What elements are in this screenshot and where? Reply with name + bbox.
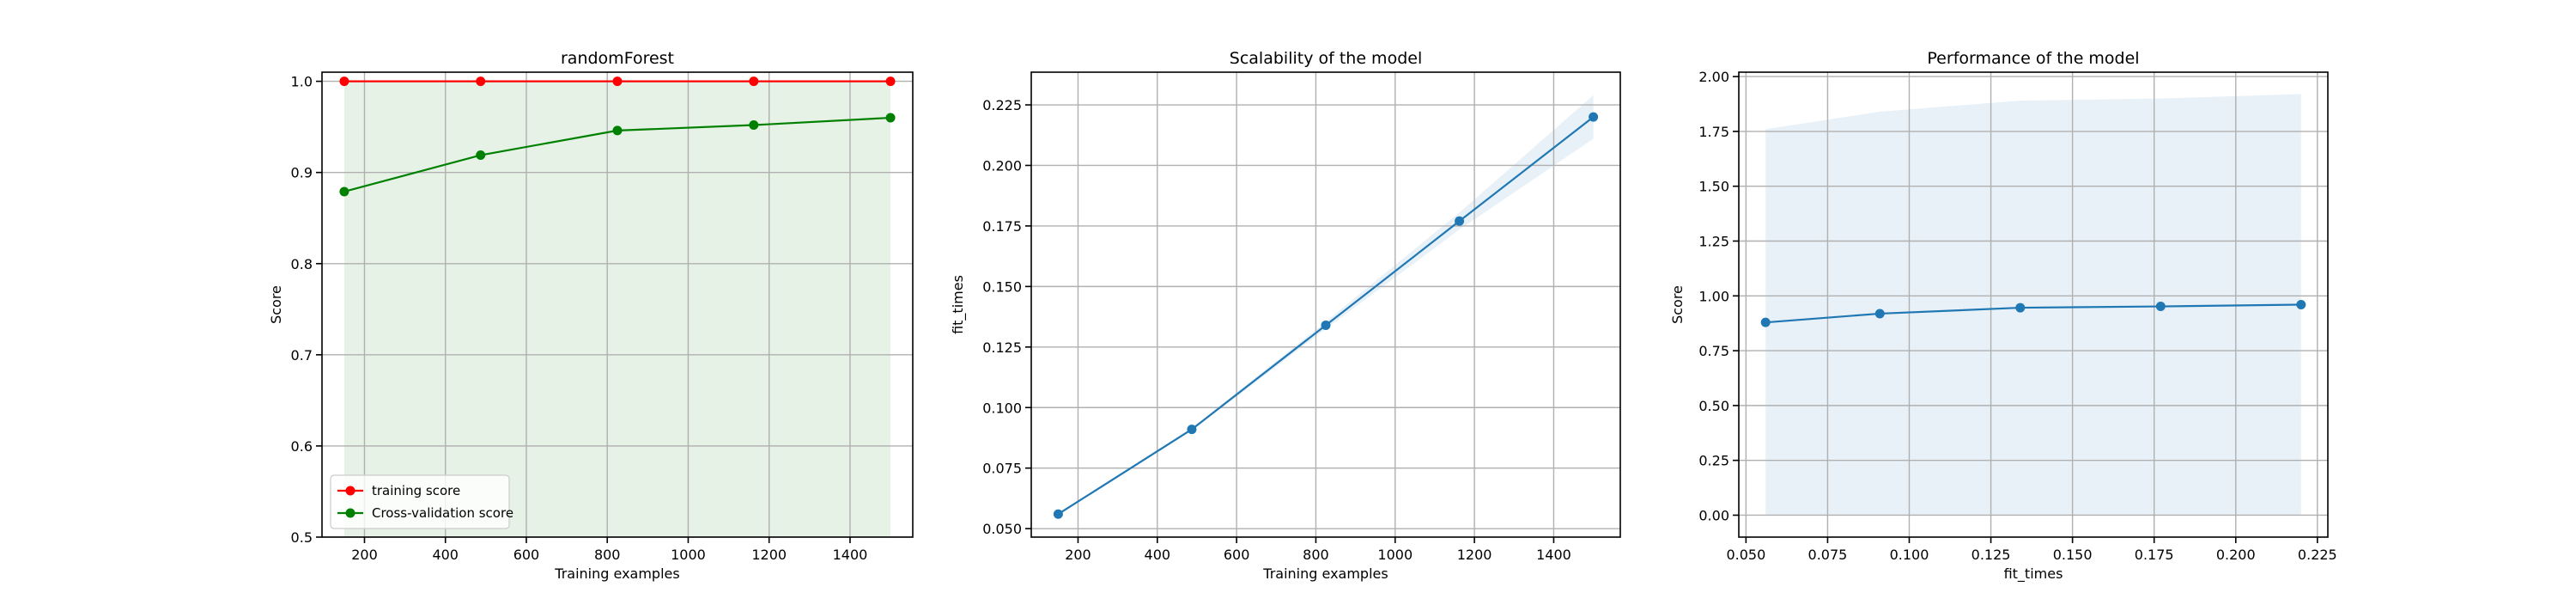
x-tick-label: 0.225	[2298, 547, 2337, 563]
x-axis-label: Training examples	[554, 565, 679, 582]
chart-title: Performance of the model	[1927, 49, 2139, 68]
band-cross-validation-score	[343, 81, 891, 537]
y-tick-label: 0.00	[1698, 507, 1729, 523]
point-cross-validation-score	[612, 125, 623, 136]
point-series-0	[1760, 317, 1771, 327]
y-tick-label: 1.0	[291, 74, 313, 90]
y-tick-label: 0.125	[982, 339, 1022, 356]
x-tick-label: 1200	[1457, 547, 1492, 563]
y-tick-label: 1.75	[1698, 124, 1729, 140]
y-tick-label: 0.9	[291, 165, 313, 181]
chart-title: Scalability of the model	[1230, 49, 1422, 68]
plot-area	[322, 72, 913, 537]
legend-label-cross-validation-score: Cross-validation score	[372, 505, 513, 521]
y-tick-label: 0.6	[291, 438, 313, 455]
point-training-score	[339, 76, 349, 87]
x-tick-label: 800	[1303, 547, 1329, 563]
x-tick-label: 1400	[1536, 547, 1571, 563]
x-tick-label: 400	[432, 547, 459, 563]
y-tick-label: 0.7	[291, 347, 313, 364]
y-tick-label: 0.150	[982, 278, 1022, 295]
point-cross-validation-score	[885, 113, 896, 123]
x-tick-label: 800	[594, 547, 621, 563]
y-tick-label: 0.25	[1698, 453, 1729, 469]
axes-frame	[1738, 71, 2329, 538]
legend-frame	[330, 474, 510, 529]
y-tick-label: 2.00	[1698, 69, 1729, 85]
chart-title: randomForest	[561, 49, 674, 68]
y-tick-label: 1.00	[1698, 288, 1729, 304]
x-tick-label: 0.075	[1808, 547, 1848, 563]
point-training-score	[749, 76, 759, 87]
y-tick-label: 1.50	[1698, 179, 1729, 195]
y-axis-label: Score	[268, 285, 284, 324]
point-series-0	[1874, 309, 1885, 319]
x-tick-label: 600	[1224, 547, 1250, 563]
point-series-0	[1053, 509, 1063, 519]
plot-area	[1739, 72, 2328, 537]
chart-performance: 0.050 0.075 0.100 0.125 0.150 0.175 0.200 0.225…	[1669, 49, 2337, 583]
axes-frame	[1030, 71, 1621, 538]
y-tick-label: 0.050	[982, 521, 1022, 537]
point-training-score	[612, 76, 623, 87]
band-series-0	[1058, 95, 1594, 516]
x-tick-label: 400	[1145, 547, 1171, 563]
chart-scalability: 200 400 600 800 1000 1200 1400 0.050 0.075 0.100 0…	[950, 49, 1621, 582]
x-tick-label: 200	[351, 547, 378, 563]
plot-area	[1031, 72, 1620, 537]
y-tick-label: 0.50	[1698, 398, 1729, 414]
chart-random-forest: 200 400 600 800 1000 1200 1400 0.5 0.6 0.7 0.8 0.9 1…	[268, 49, 914, 582]
x-tick-label: 0.150	[2053, 547, 2093, 563]
y-tick-label: 0.75	[1698, 343, 1729, 359]
x-axis-label: Training examples	[1262, 565, 1388, 582]
legend-marker-cross-validation-score	[345, 508, 355, 518]
x-tick-label: 1000	[1377, 547, 1413, 563]
legend: training score Cross-validation score	[330, 474, 513, 529]
y-tick-label: 0.8	[291, 256, 313, 272]
point-cross-validation-score	[749, 120, 759, 131]
y-tick-label: 0.200	[982, 157, 1022, 174]
x-tick-label: 1200	[751, 547, 787, 563]
legend-label-training-score: training score	[372, 483, 460, 498]
x-tick-label: 1000	[671, 547, 706, 563]
point-training-score	[885, 76, 896, 87]
x-tick-label: 0.200	[2216, 547, 2256, 563]
y-tick-label: 0.075	[982, 461, 1022, 477]
x-tick-label: 0.175	[2135, 547, 2174, 563]
y-axis-label: fit_times	[950, 275, 967, 334]
point-series-0	[1321, 320, 1331, 330]
x-tick-label: 0.125	[1971, 547, 2011, 563]
x-tick-label: 1400	[833, 547, 868, 563]
point-series-0	[1589, 112, 1599, 122]
x-axis-label: fit_times	[2004, 565, 2063, 583]
x-tick-label: 0.050	[1726, 547, 1765, 563]
band-series-0	[1765, 94, 2301, 516]
x-tick-label: 600	[513, 547, 540, 563]
point-series-0	[1455, 216, 1465, 226]
point-cross-validation-score	[476, 150, 486, 161]
point-series-0	[1187, 425, 1197, 435]
point-series-0	[2015, 302, 2026, 313]
point-series-0	[2296, 300, 2306, 309]
y-tick-label: 0.175	[982, 218, 1022, 235]
y-axis-label: Score	[1669, 285, 1686, 324]
axes-frame	[321, 71, 914, 538]
y-tick-label: 0.5	[291, 529, 313, 546]
x-tick-label: 200	[1065, 547, 1091, 563]
legend-marker-training-score	[345, 486, 355, 496]
y-tick-label: 0.100	[982, 400, 1022, 416]
x-tick-label: 0.100	[1890, 547, 1929, 563]
point-series-0	[2155, 302, 2166, 312]
y-tick-label: 1.25	[1698, 233, 1729, 249]
point-training-score	[476, 76, 486, 87]
y-tick-label: 0.225	[982, 97, 1022, 113]
point-cross-validation-score	[339, 186, 349, 197]
